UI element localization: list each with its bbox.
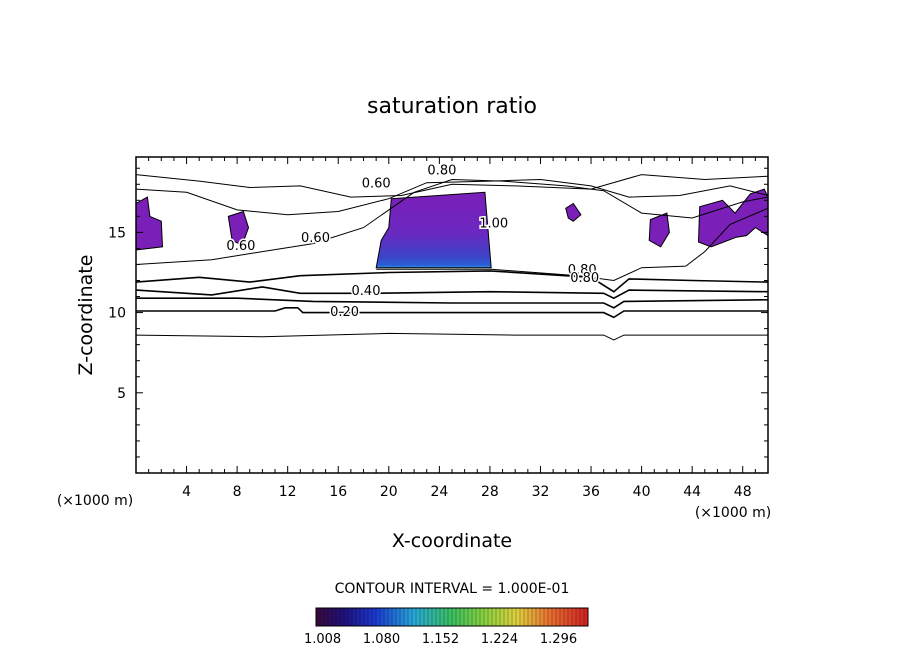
shaded-region bbox=[697, 188, 768, 248]
x-tick-label: 24 bbox=[430, 484, 448, 500]
contour-line bbox=[136, 178, 768, 265]
x-tick-label: 8 bbox=[233, 484, 242, 500]
contour-line bbox=[136, 174, 768, 198]
x-tick-label: 16 bbox=[329, 484, 347, 500]
y-tick-label: 5 bbox=[117, 386, 126, 402]
contour-line bbox=[136, 286, 768, 300]
contour-label: 0.60 bbox=[301, 231, 330, 246]
contour-line bbox=[136, 332, 768, 341]
contour-label: 0.80 bbox=[568, 263, 597, 278]
y-unit-label: (×1000 m) bbox=[57, 493, 133, 509]
colorbar-tick-label: 1.224 bbox=[481, 632, 518, 647]
x-tick-label: 32 bbox=[532, 484, 550, 500]
chart-title: saturation ratio bbox=[367, 94, 537, 119]
x-tick-label: 20 bbox=[380, 484, 398, 500]
shaded-regions bbox=[136, 188, 768, 269]
shaded-region bbox=[648, 212, 670, 248]
shaded-region bbox=[565, 202, 582, 222]
contour-line bbox=[136, 270, 768, 293]
colorbar-tick-label: 1.296 bbox=[540, 632, 577, 647]
plot-area: 0.200.400.600.600.600.800.800.801.00 bbox=[136, 162, 768, 341]
x-tick-label: 12 bbox=[279, 484, 297, 500]
contour-label: 0.60 bbox=[362, 177, 391, 192]
contour-line bbox=[136, 178, 768, 216]
contour-label: 0.20 bbox=[330, 305, 359, 320]
x-tick-label: 48 bbox=[734, 484, 752, 500]
contour-interval-text: CONTOUR INTERVAL = 1.000E-01 bbox=[335, 581, 570, 597]
x-tick-label: 40 bbox=[633, 484, 651, 500]
contour-line bbox=[376, 207, 768, 282]
contour-label: 0.80 bbox=[570, 271, 599, 286]
contour-label: 0.40 bbox=[352, 284, 381, 299]
x-tick-label: 36 bbox=[582, 484, 600, 500]
y-tick-label: 15 bbox=[108, 225, 126, 241]
colorbar-tick-label: 1.152 bbox=[422, 632, 459, 647]
contour-label: 1.00 bbox=[479, 217, 508, 232]
colorbar-stripes bbox=[319, 608, 585, 626]
x-tick-label: 28 bbox=[481, 484, 499, 500]
x-unit-label: (×1000 m) bbox=[695, 505, 771, 521]
x-tick-label: 44 bbox=[683, 484, 701, 500]
colorbar-tick-label: 1.008 bbox=[304, 632, 341, 647]
shaded-region bbox=[227, 210, 250, 246]
shaded-region bbox=[375, 191, 492, 269]
shaded-region bbox=[136, 196, 164, 251]
y-tick-label: 10 bbox=[108, 306, 126, 322]
colorbar-labels: 1.008 1.080 1.152 1.224 1.296 bbox=[304, 632, 577, 647]
contour-line bbox=[136, 307, 768, 319]
contour-label: 0.80 bbox=[427, 164, 456, 179]
contour-line bbox=[136, 297, 768, 309]
contour-labels: 0.200.400.600.600.600.800.800.801.00 bbox=[225, 162, 601, 321]
contour-lines bbox=[136, 174, 768, 341]
contour-label: 0.60 bbox=[226, 239, 255, 254]
y-axis-label: Z-coordinate bbox=[75, 255, 97, 376]
colorbar-tick-label: 1.080 bbox=[363, 632, 400, 647]
x-tick-label: 4 bbox=[182, 484, 191, 500]
x-axis-label: X-coordinate bbox=[392, 530, 512, 552]
